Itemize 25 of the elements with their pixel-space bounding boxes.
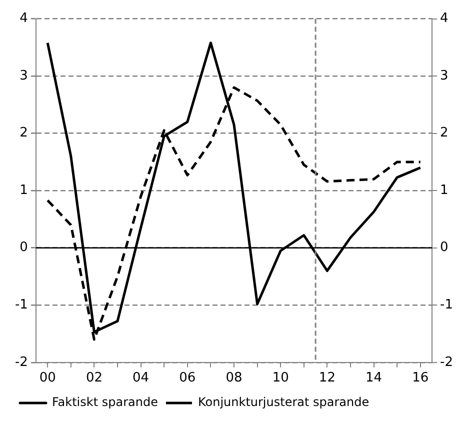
- x-tick-label: 08: [226, 370, 242, 386]
- legend-label: Konjunkturjusterat sparande: [198, 395, 370, 410]
- x-tick-label: 12: [318, 370, 336, 386]
- y2-tick-label: -1: [14, 298, 28, 313]
- y-tick-label: 0: [440, 240, 448, 256]
- legend-label: Faktiskt sparande: [52, 395, 158, 410]
- y-tick-label: 4: [440, 11, 448, 26]
- x-tick-label: 00: [39, 370, 56, 386]
- y2-tick-label: 2: [20, 126, 28, 141]
- x-tick-label: 06: [179, 370, 196, 386]
- y2-tick-label: 1: [20, 182, 28, 198]
- x-tick-label: 16: [412, 370, 429, 386]
- x-tick-label: 04: [132, 370, 150, 386]
- y2-tick-label: 3: [20, 68, 28, 84]
- y-tick-label: 3: [440, 68, 448, 84]
- y-tick-label: -1: [440, 298, 454, 313]
- y-tick-label: 1: [440, 182, 448, 198]
- y-tick-label: -2: [440, 354, 454, 370]
- y-tick-label: 2: [440, 126, 448, 141]
- y2-tick-label: 4: [20, 11, 28, 26]
- x-tick-label: 02: [86, 370, 102, 386]
- x-tick-label: 10: [272, 370, 289, 386]
- x-tick-label: 14: [366, 370, 382, 386]
- y2-tick-label: 0: [20, 240, 28, 256]
- y2-tick-label: -2: [14, 354, 28, 370]
